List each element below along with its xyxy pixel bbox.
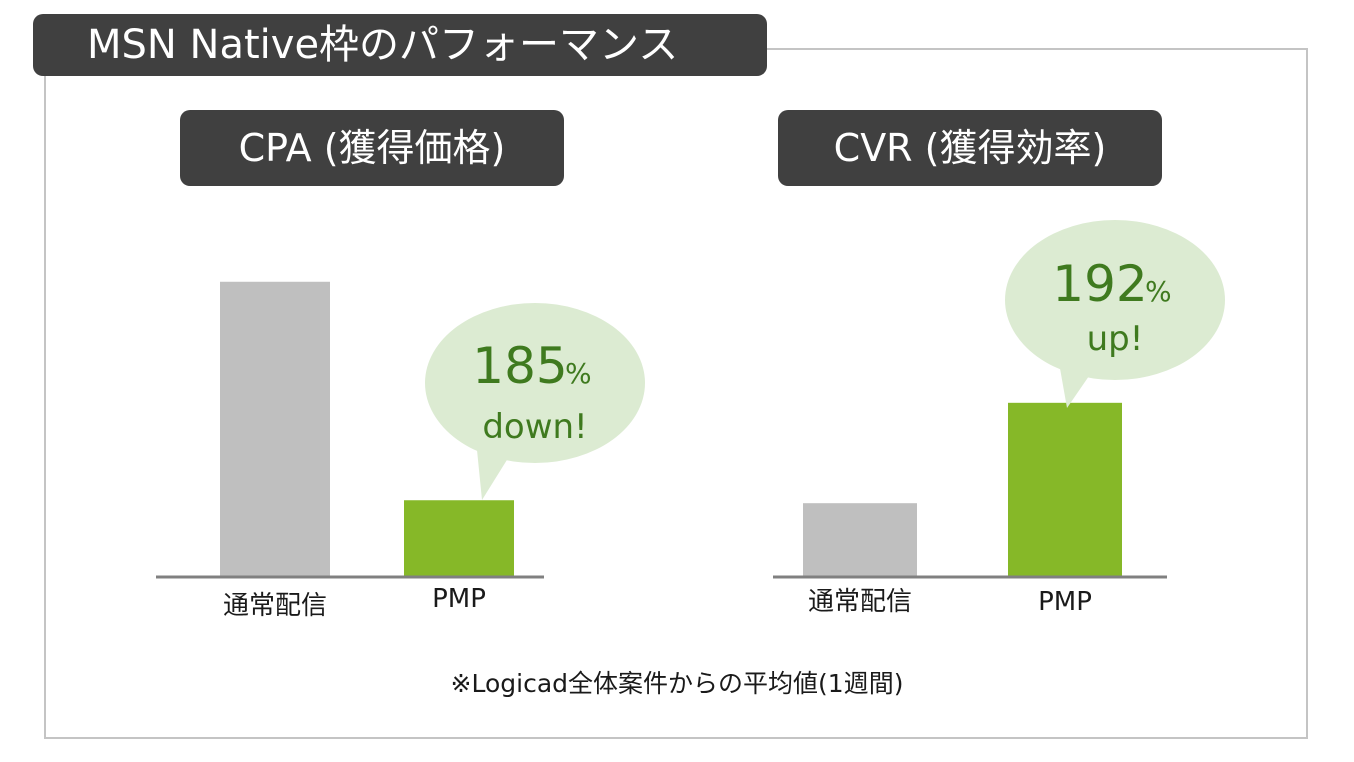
category-label: 通常配信 (223, 591, 327, 621)
callout-text: down! (482, 407, 587, 447)
bar-normal (803, 503, 917, 577)
callout-value: 185 (472, 337, 567, 395)
category-label: PMP (1038, 587, 1092, 617)
callout-value: 192 (1052, 255, 1147, 313)
bar-normal (220, 281, 330, 577)
callout-unit: % (565, 357, 592, 390)
bar-pmp (1008, 402, 1122, 577)
footnote: ※Logicad全体案件からの平均値(1週間) (450, 669, 904, 698)
callout-unit: % (1145, 275, 1172, 308)
callout-bubble (1005, 220, 1225, 380)
bar-pmp (404, 500, 514, 577)
callout-bubble (425, 303, 645, 463)
page-title: MSN Native枠のパフォーマンス (33, 14, 767, 76)
category-label: PMP (432, 584, 486, 614)
cvr-chart-title: CVR (獲得効率) (778, 110, 1162, 186)
cpa-chart-title: CPA (獲得価格) (180, 110, 564, 186)
callout-text: up! (1087, 319, 1144, 359)
category-label: 通常配信 (808, 587, 912, 617)
